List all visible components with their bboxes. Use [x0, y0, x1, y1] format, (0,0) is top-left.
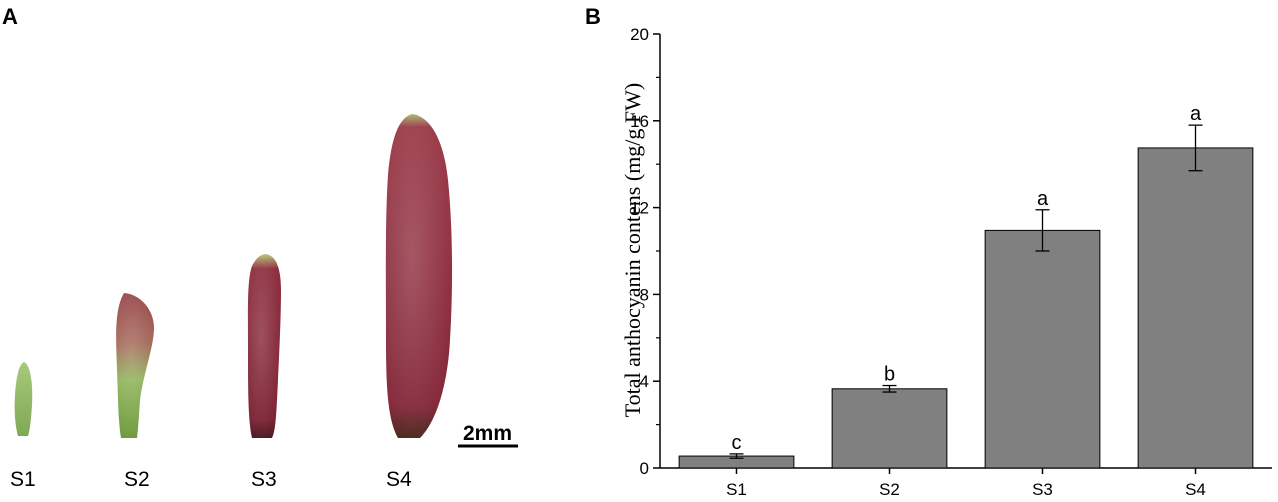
bar-S4: [1137, 147, 1254, 469]
stage-label-s4: S4: [386, 468, 412, 491]
bar-S3: [984, 229, 1101, 469]
y-tick-label-20: 20: [630, 25, 649, 44]
x-axis: S1 S2 S3 S4: [660, 467, 1272, 499]
bud-s3: [247, 254, 281, 438]
y-tick-label-4: 4: [640, 372, 649, 391]
y-tick-label-0: 0: [640, 459, 649, 478]
error-bars: [729, 124, 1203, 459]
x-tick-label-S4: S4: [1185, 480, 1206, 499]
significance-label-S4: a: [1190, 103, 1202, 125]
y-tick-label-8: 8: [640, 285, 649, 304]
bud-photo-panel: 2mm S1 S2 S3 S4: [10, 114, 518, 491]
stage-label-s3: S3: [251, 468, 277, 491]
panel-b-letter: B: [585, 4, 601, 29]
significance-label-S2: b: [884, 364, 895, 386]
bars: [678, 147, 1254, 469]
bar-S2: [831, 388, 948, 469]
panel-a-letter: A: [2, 4, 18, 29]
stage-label-s2: S2: [124, 468, 150, 491]
stage-label-s1: S1: [10, 468, 36, 491]
bud-s2: [116, 293, 155, 438]
significance-letters: c b a a: [732, 103, 1202, 454]
bud-s4: [385, 114, 453, 438]
scale-bar-label: 2mm: [463, 422, 512, 445]
scale-bar: 2mm: [458, 422, 518, 448]
significance-label-S3: a: [1037, 188, 1049, 210]
x-tick-label-S1: S1: [726, 480, 747, 499]
x-tick-label-S2: S2: [879, 480, 900, 499]
y-tick-label-12: 12: [630, 199, 649, 218]
bud-s1: [14, 362, 33, 436]
y-axis: 0 4 8 12 16 20: [630, 25, 661, 478]
significance-label-S1: c: [732, 432, 742, 454]
y-axis-label: Total anthocyanin contens (mg/g FW): [620, 83, 645, 418]
x-tick-label-S3: S3: [1032, 480, 1053, 499]
y-tick-label-16: 16: [630, 112, 649, 131]
